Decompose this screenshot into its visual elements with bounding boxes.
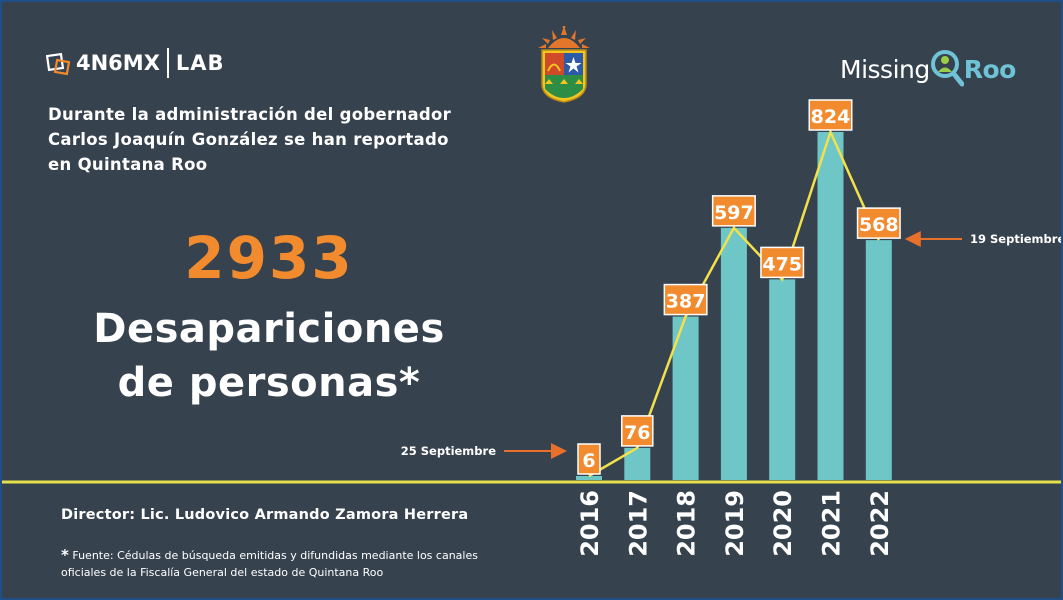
value-label-box-2018 [663,283,708,316]
logo-4n6mx-lab: 4N6MX LAB [46,46,225,80]
value-label-box-2017 [621,415,654,447]
value-label-2021: 824 [811,106,851,128]
x-tick-2016: 2016 [576,490,604,557]
bar-2016 [576,476,602,480]
value-label-2022: 568 [859,214,899,236]
source-text: Fuente: Cédulas de búsqueda emitidas y d… [61,549,478,579]
value-label-box-2020 [760,246,805,279]
value-label-box-2019 [711,195,756,227]
value-label-box-2016 [577,443,601,475]
brand-roo: Roo [963,54,1017,84]
value-label-2016: 6 [582,450,595,472]
x-tick-2019: 2019 [721,490,749,557]
quintana-roo-seal-icon [538,26,590,103]
director-credit: Director: Lic. Ludovico Armando Zamora H… [61,507,469,523]
source-note: * Fuente: Cédulas de búsqueda emitidas y… [61,547,521,581]
value-label-2020: 475 [762,253,802,275]
value-label-box-2021 [808,99,853,131]
value-label-box-2022 [856,207,901,239]
total-label-line1: Desapariciones [93,306,445,352]
brand-lab: LAB [175,51,225,75]
x-tick-2021: 2021 [818,490,846,557]
logo-missing-roo: Missing Roo [840,44,1016,94]
trend-line [588,128,880,478]
total-count: 2933 [184,224,354,292]
x-tick-2017: 2017 [624,490,652,557]
value-label-2018: 387 [666,291,706,313]
bar-2021 [817,132,844,480]
bar-2022 [865,240,892,480]
x-tick-2018: 2018 [673,490,701,557]
bar-2018 [672,316,699,480]
brand-name: 4N6MX [76,51,160,75]
brand-divider [166,48,169,78]
source-asterisk: * [61,546,69,564]
value-label-2019: 597 [714,202,754,224]
annotation-text-2016: 25 Septiembre [401,444,496,458]
magnifier-person-icon [930,50,964,87]
value-label-2017: 76 [624,422,650,444]
x-tick-2022: 2022 [866,490,894,557]
total-label: Desapariciones de personas* [54,302,484,410]
puzzle-logo-icon [46,52,71,76]
intro-text: Durante la administración del gobernador… [48,105,452,174]
x-tick-2020: 2020 [769,490,797,557]
bar-2019 [720,227,747,480]
bar-2020 [769,279,796,480]
annotation-text-2022: 19 Septiembre [970,232,1061,246]
total-label-line2: de personas* [117,360,421,406]
brand-missing: Missing [840,54,930,84]
